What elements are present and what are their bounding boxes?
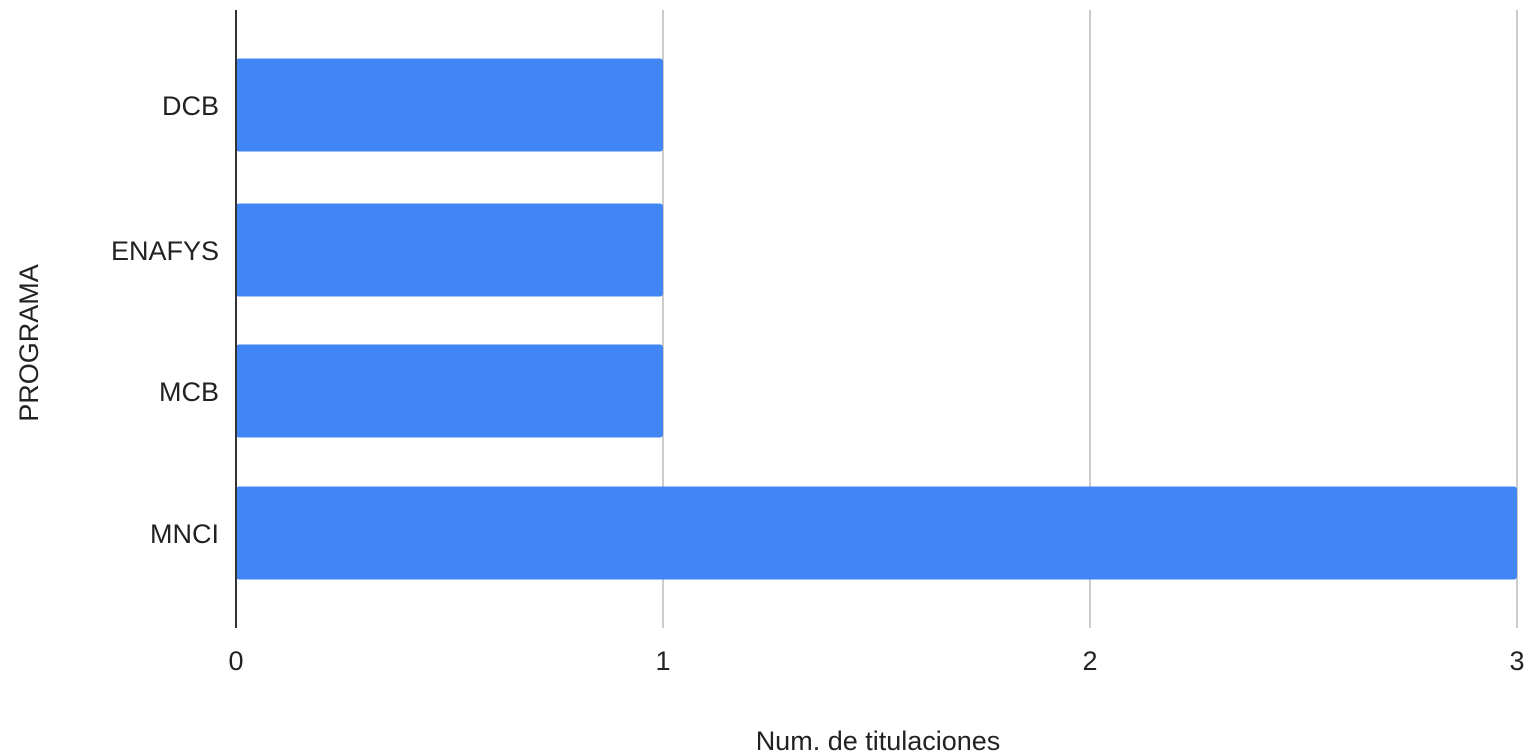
bar-dcb[interactable] [236,58,663,152]
category-label-dcb: DCB [162,91,219,121]
x-tick-labels: 0 1 2 3 [228,646,1524,676]
category-label-mcb: MCB [159,377,219,407]
bar-mcb[interactable] [236,344,663,438]
x-tick-label-1: 1 [655,646,670,676]
category-label-mnci: MNCI [150,519,219,549]
bar-mnci[interactable] [236,486,1517,580]
bar-enafys[interactable] [236,203,663,297]
x-tick-label-3: 3 [1509,646,1524,676]
category-labels: DCB ENAFYS MCB MNCI [111,91,219,549]
x-tick-label-2: 2 [1082,646,1097,676]
bars [236,58,1517,580]
x-axis-title: Num. de titulaciones [756,726,1001,755]
x-tick-label-0: 0 [228,646,243,676]
y-axis-title: PROGRAMA [14,264,44,422]
category-label-enafys: ENAFYS [111,236,219,266]
